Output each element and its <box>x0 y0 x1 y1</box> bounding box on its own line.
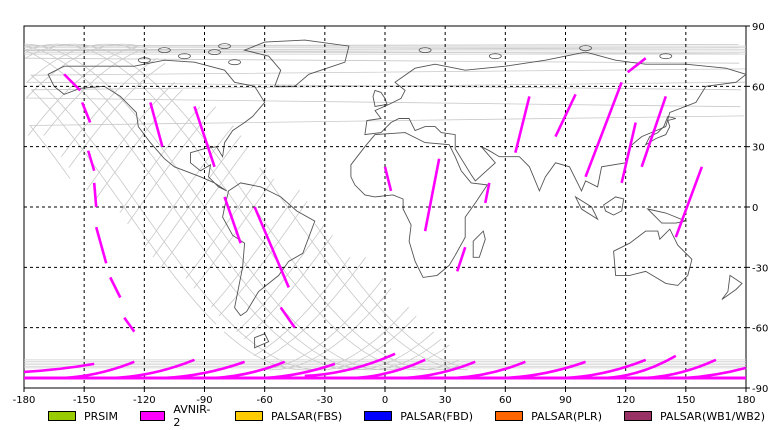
avnir2-acquisition-segments <box>23 57 747 380</box>
x-tick-label: -150 <box>73 395 96 406</box>
y-tick-label: 90 <box>752 22 765 33</box>
coastline <box>47 59 266 192</box>
coastline <box>659 53 673 60</box>
x-tick-label: -180 <box>13 395 36 406</box>
y-tick-label: 30 <box>752 143 765 154</box>
coastline <box>157 47 171 54</box>
legend-swatch <box>48 411 76 421</box>
acquisition-segment <box>423 158 441 232</box>
acquisition-segment <box>123 316 136 333</box>
orbit-track <box>30 68 746 371</box>
legend-swatch <box>364 411 393 421</box>
coastline <box>613 228 693 286</box>
acquisition-segment <box>92 182 98 208</box>
latitude-ticks: 90 60 30 0 -30 -60 -90 <box>746 22 768 395</box>
y-tick-label: -30 <box>752 263 768 274</box>
legend-swatch <box>140 411 166 421</box>
y-tick-label: -90 <box>752 384 768 395</box>
legend-label: AVNIR-2 <box>173 403 211 429</box>
coastline <box>574 195 599 221</box>
legend-item: AVNIR-2 <box>140 403 213 429</box>
coastline <box>418 47 432 54</box>
x-tick-label: 30 <box>439 395 452 406</box>
legend: PRSIM AVNIR-2 PALSAR(FBS) PALSAR(FBD) PALSAR… <box>48 403 770 429</box>
coastline <box>579 45 592 52</box>
acquisition-segment <box>584 81 623 178</box>
coastline <box>208 49 221 56</box>
legend-label: PALSAR(FBS) <box>271 409 343 423</box>
legend-item: PALSAR(WB1/WB2) <box>624 410 765 423</box>
acquisition-segment <box>253 206 290 288</box>
acquisition-segment <box>514 96 531 154</box>
x-tick-label: 90 <box>559 395 572 406</box>
coastline <box>228 59 241 66</box>
acquisition-segment <box>484 182 491 204</box>
acquisition-segment <box>80 101 92 124</box>
coastline <box>350 132 489 278</box>
x-tick-label: -120 <box>133 395 156 406</box>
x-tick-label: -90 <box>196 395 212 406</box>
longitude-ticks: -180 -150 -120 -90 -60 -30 0 30 60 90 120 150 180 <box>13 388 756 406</box>
legend-label: PRSIM <box>84 409 118 423</box>
coastline <box>603 196 625 216</box>
coastline <box>243 39 350 87</box>
orbit-track <box>24 44 739 371</box>
x-tick-label: 120 <box>616 395 635 406</box>
acquisition-segment <box>455 246 467 272</box>
y-tick-label: -60 <box>752 324 768 335</box>
coastline <box>644 115 676 146</box>
coastline <box>372 89 388 107</box>
coastline <box>178 53 191 60</box>
acquisition-segment <box>383 166 393 192</box>
legend-swatch <box>235 411 263 421</box>
acquisition-segment <box>554 93 577 138</box>
x-tick-label: 180 <box>736 395 755 406</box>
acquisition-segment <box>149 102 164 148</box>
acquisition-segment <box>620 122 637 184</box>
acquisition-segment <box>304 352 396 378</box>
acquisition-segment <box>626 57 647 74</box>
legend-swatch <box>495 411 524 421</box>
legend-label: PALSAR(PLR) <box>531 409 602 423</box>
coastline <box>721 274 743 300</box>
y-tick-label: 60 <box>752 82 765 93</box>
legend-item: PALSAR(PLR) <box>495 410 602 423</box>
coastline <box>254 333 270 349</box>
acquisition-segment <box>193 106 216 168</box>
acquisition-segment <box>279 306 296 329</box>
acquisition-segment <box>674 166 704 238</box>
legend-item: PRSIM <box>48 410 118 423</box>
x-tick-label: -30 <box>317 395 333 406</box>
legend-swatch <box>624 411 652 421</box>
acquisition-segment <box>23 362 95 374</box>
acquisition-segment <box>223 196 242 244</box>
acquisition-segment <box>86 150 96 172</box>
x-tick-label: -60 <box>256 395 272 406</box>
coastline <box>364 51 747 193</box>
acquisition-segment <box>94 226 108 264</box>
coastline <box>472 230 486 258</box>
x-tick-label: 150 <box>676 395 695 406</box>
legend-item: PALSAR(FBD) <box>364 410 473 423</box>
legend-label: PALSAR(WB1/WB2) <box>660 409 766 423</box>
acquisition-segment <box>63 73 82 92</box>
acquisition-segment <box>640 95 668 168</box>
coastline <box>218 43 231 50</box>
coastlines <box>47 39 747 349</box>
y-tick-label: 0 <box>752 203 758 214</box>
x-tick-label: 60 <box>499 395 512 406</box>
acquisition-segment <box>109 276 122 299</box>
legend-label: PALSAR(FBD) <box>400 409 474 423</box>
coastline <box>488 53 502 60</box>
legend-item: PALSAR(FBS) <box>235 410 342 423</box>
x-tick-label: 0 <box>382 395 388 406</box>
